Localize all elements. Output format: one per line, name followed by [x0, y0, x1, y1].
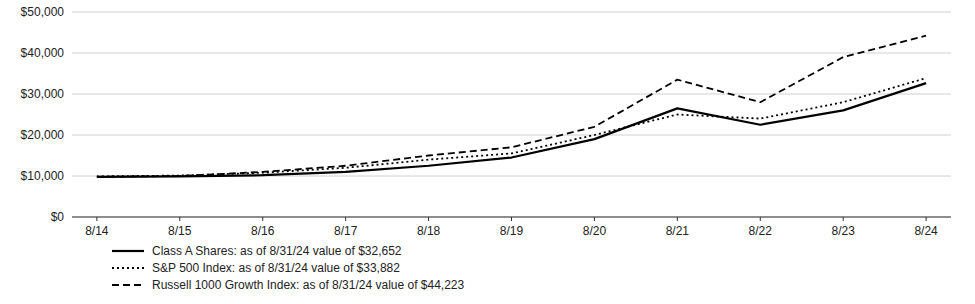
x-tick-label: 8/16 [251, 224, 275, 238]
legend-swatch [112, 284, 144, 286]
x-tick [428, 217, 429, 221]
series-line [97, 36, 926, 177]
grid-line [72, 94, 951, 95]
y-axis: $0 $10,000 $20,000 $30,000 $40,000 $50,000 [21, 5, 951, 224]
x-tick-label: 8/23 [832, 224, 856, 238]
lines [97, 36, 926, 177]
legend-swatch [112, 250, 144, 252]
x-tick [594, 217, 595, 221]
legend-label: Class A Shares: as of 8/31/24 value of $… [152, 244, 402, 258]
x-tick [345, 217, 346, 221]
y-tick-label: $50,000 [21, 5, 65, 19]
x-tick-label: 8/22 [749, 224, 773, 238]
x-tick [926, 217, 927, 221]
x-tick [677, 217, 678, 221]
y-tick-label: $10,000 [21, 169, 65, 183]
x-tick [96, 217, 97, 221]
x-tick [262, 217, 263, 221]
grid-line [72, 135, 951, 136]
grid-line [72, 12, 951, 13]
x-tick-label: 8/20 [583, 224, 607, 238]
x-tick-label: 8/14 [85, 224, 109, 238]
x-tick-label: 8/17 [334, 224, 358, 238]
chart: $0 $10,000 $20,000 $30,000 $40,000 $50,000 8/1… [0, 0, 975, 304]
x-tick-label: 8/24 [914, 224, 938, 238]
y-tick-label: $40,000 [21, 46, 65, 60]
legend: Class A Shares: as of 8/31/24 value of $… [112, 244, 465, 292]
x-tick-label: 8/18 [417, 224, 441, 238]
series-line [97, 83, 926, 177]
legend-label: S&P 500 Index: as of 8/31/24 value of $3… [152, 261, 400, 275]
legend-label: Russell 1000 Growth Index: as of 8/31/24… [152, 278, 465, 292]
x-tick [843, 217, 844, 221]
legend-swatch [112, 267, 144, 269]
y-tick-label: $0 [51, 210, 65, 224]
x-tick-label: 8/15 [168, 224, 192, 238]
x-tick-label: 8/19 [500, 224, 524, 238]
x-tick-label: 8/21 [666, 224, 690, 238]
y-tick-label: $20,000 [21, 128, 65, 142]
series-line [97, 78, 926, 176]
x-tick [179, 217, 180, 221]
grid-line [72, 53, 951, 54]
x-tick [760, 217, 761, 221]
x-tick [511, 217, 512, 221]
x-axis: 8/14 8/15 8/16 8/17 8/18 8/19 8/20 8/21 8/22 8/23… [72, 217, 951, 238]
y-tick-label: $30,000 [21, 87, 65, 101]
